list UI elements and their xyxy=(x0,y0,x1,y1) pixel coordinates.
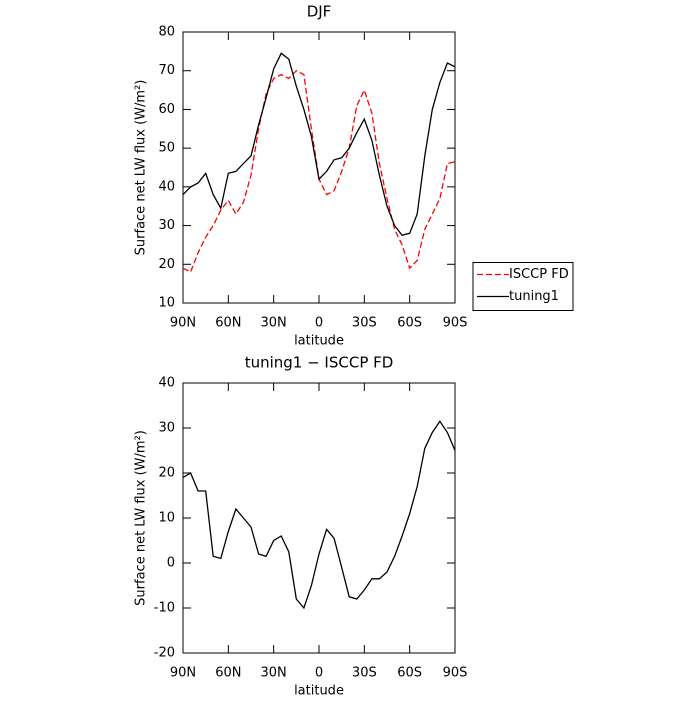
legend-label: tuning1 xyxy=(509,289,559,304)
x-axis-label: latitude xyxy=(294,334,344,349)
y-tick-label: 70 xyxy=(158,63,175,78)
y-tick-label: 30 xyxy=(158,421,175,436)
data-line xyxy=(182,52,456,237)
x-tick-label: 90S xyxy=(443,666,468,681)
y-tick-label: 20 xyxy=(158,466,175,481)
y-tick-label: 10 xyxy=(158,296,175,311)
chart-title: tuning1 − ISCCP FD xyxy=(245,354,394,372)
y-tick-label: 60 xyxy=(158,102,175,117)
chart-title: DJF xyxy=(307,3,332,21)
x-tick-label: 60N xyxy=(215,316,241,331)
x-tick-label: 60N xyxy=(215,666,241,681)
x-tick-label: 30N xyxy=(261,316,287,331)
legend-box xyxy=(472,262,574,311)
x-axis-label: latitude xyxy=(294,684,344,699)
x-tick-label: 0 xyxy=(315,666,323,681)
plot-frame xyxy=(182,382,456,654)
y-tick-label: 10 xyxy=(158,511,175,526)
x-tick-label: 60S xyxy=(397,316,422,331)
x-tick-label: 90S xyxy=(443,316,468,331)
y-tick-label: -10 xyxy=(154,601,175,616)
x-tick-label: 30S xyxy=(352,316,377,331)
y-tick-label: 20 xyxy=(158,257,175,272)
x-tick-label: 90N xyxy=(170,316,196,331)
x-tick-label: 90N xyxy=(170,666,196,681)
x-tick-label: 30S xyxy=(352,666,377,681)
data-line xyxy=(182,69,456,273)
y-tick-label: 0 xyxy=(167,556,175,571)
y-tick-label: 50 xyxy=(158,141,175,156)
y-tick-label: 30 xyxy=(158,218,175,233)
y-tick-label: -20 xyxy=(154,646,175,661)
y-tick-label: 40 xyxy=(158,179,175,194)
y-axis-label: Surface net LW flux (W/m²) xyxy=(134,430,149,606)
legend-label: ISCCP FD xyxy=(509,267,569,282)
y-tick-label: 80 xyxy=(158,25,175,40)
y-axis-label: Surface net LW flux (W/m²) xyxy=(134,80,149,256)
x-tick-label: 60S xyxy=(397,666,422,681)
x-tick-label: 30N xyxy=(261,666,287,681)
plot-frame xyxy=(182,31,456,304)
data-line xyxy=(182,420,456,610)
y-tick-label: 40 xyxy=(158,376,175,391)
x-tick-label: 0 xyxy=(315,316,323,331)
